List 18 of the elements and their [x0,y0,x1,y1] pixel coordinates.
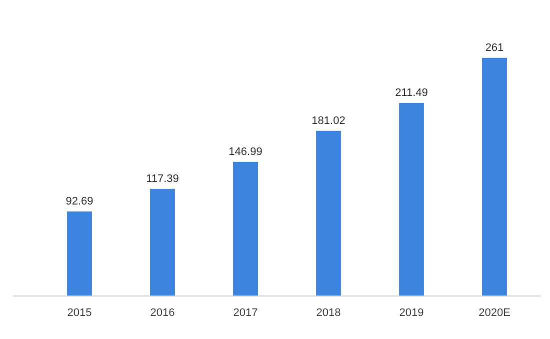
data-label: 261 [485,42,504,54]
data-label: 92.69 [66,195,94,208]
x-tick-label: 2019 [399,307,424,319]
data-label: 117.39 [146,172,179,185]
data-label: 146.99 [228,146,262,158]
bar [67,211,92,296]
data-label: 211.49 [395,87,428,100]
bar [399,103,424,296]
x-tick-label: 2017 [233,307,258,319]
bar [482,58,507,296]
x-tick-label: 2016 [150,307,175,319]
bar [150,188,175,296]
bar [233,162,258,296]
x-tick-label: 2015 [67,307,92,319]
x-tick-label: 2020E [478,307,510,319]
data-label: 181.02 [312,114,346,127]
bar [316,130,341,296]
x-tick-label: 2018 [316,307,341,319]
